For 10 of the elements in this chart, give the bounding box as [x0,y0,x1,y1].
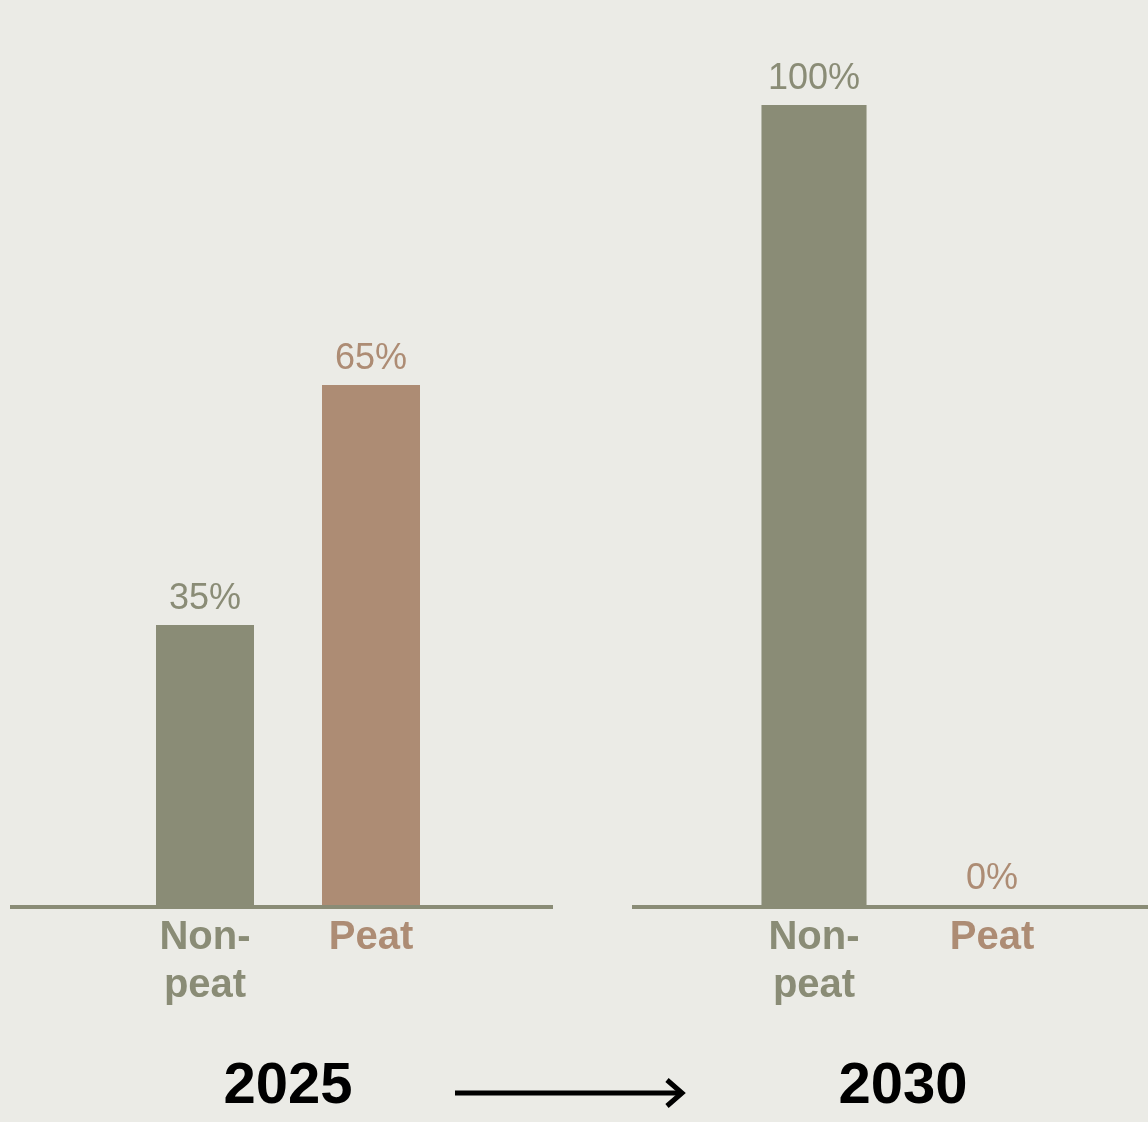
x-tick-label: Non-peat [768,913,860,1006]
x-axis-title: 2025 [223,1050,353,1116]
x-tick-label: Peat [328,913,414,958]
x-tick-label: Peat [949,913,1035,958]
data-label: 0% [965,855,1019,897]
data-label: 35% [168,575,242,617]
x-tick-label: Non-peat [159,913,251,1006]
x-axis-title: 2030 [838,1050,968,1116]
data-label: 65% [334,335,408,377]
data-label: 100% [767,55,861,97]
